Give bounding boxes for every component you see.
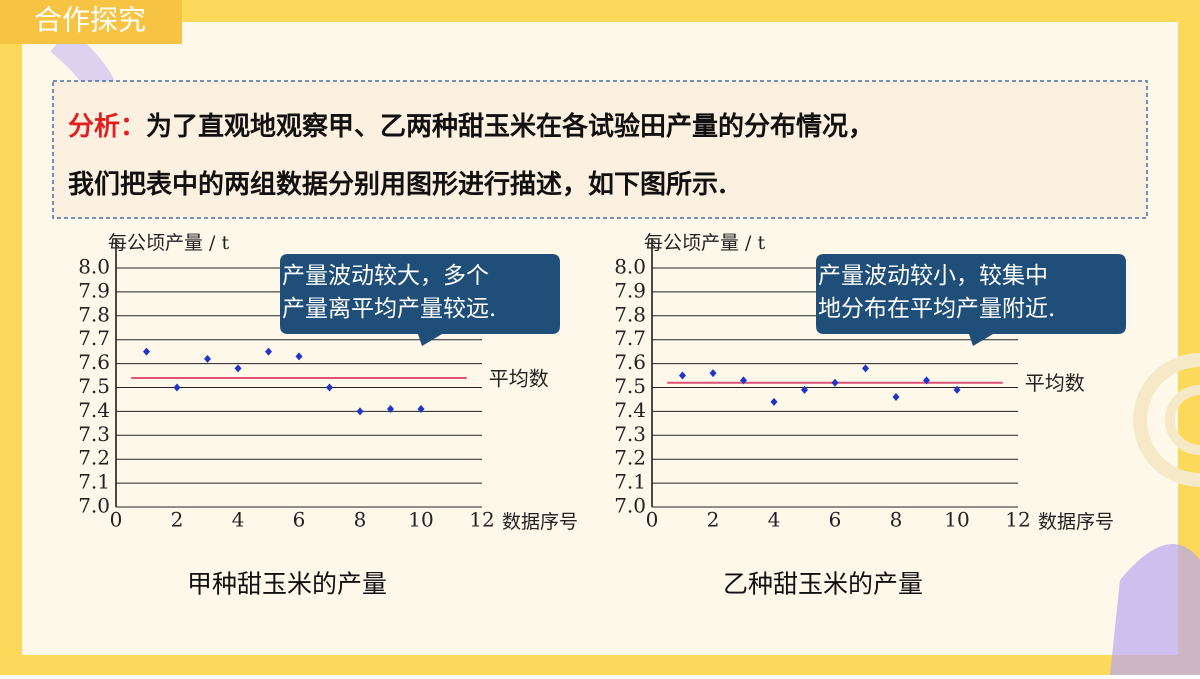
callout-text: 产量波动较小，较集中 xyxy=(818,263,1048,289)
point xyxy=(740,376,747,385)
y-tick-label: 7.2 xyxy=(614,446,646,470)
y-tick-label: 8.0 xyxy=(78,255,110,279)
x-tick-label: 10 xyxy=(944,508,969,532)
decoration xyxy=(1165,385,1200,455)
point xyxy=(801,385,808,394)
y-tick-label: 7.6 xyxy=(78,350,110,374)
chart-title: 甲种甜玉米的产量 xyxy=(187,570,387,599)
y-tick-label: 7.8 xyxy=(78,302,110,326)
y-tick-label: 7.1 xyxy=(614,470,646,494)
y-tick-label: 7.4 xyxy=(78,398,110,422)
y-tick-label: 7.9 xyxy=(614,278,646,302)
point xyxy=(295,352,303,361)
x-axis-label: 数据序号 xyxy=(502,511,578,533)
y-tick-label: 7.4 xyxy=(614,398,646,422)
x-tick-label: 2 xyxy=(707,508,720,532)
chart-title: 乙种甜玉米的产量 xyxy=(723,570,923,599)
x-tick-label: 8 xyxy=(890,508,903,532)
point xyxy=(953,385,961,394)
callout xyxy=(272,254,560,346)
point xyxy=(862,364,869,373)
x-axis-label: 数据序号 xyxy=(1038,511,1114,533)
y-axis-label: 每公顷产量 / t xyxy=(644,232,765,254)
analysis-label: 分析： xyxy=(68,112,146,142)
callout-text: 产量波动较大，多个 xyxy=(282,263,489,289)
point xyxy=(356,407,364,416)
y-tick-label: 7.1 xyxy=(78,470,110,494)
point xyxy=(143,347,150,356)
header-title: 合作探究 xyxy=(34,4,146,37)
analysis-line: 我们把表中的两组数据分别用图形进行描述，如下图所示. xyxy=(68,169,727,200)
point xyxy=(417,405,425,414)
x-tick-label: 8 xyxy=(354,508,367,532)
callout-text: 地分布在平均产量附近. xyxy=(818,296,1055,322)
x-tick-label: 10 xyxy=(408,508,433,532)
decoration xyxy=(1110,544,1200,675)
mean-label: 平均数 xyxy=(489,366,549,390)
y-tick-label: 7.7 xyxy=(78,326,110,350)
y-tick-label: 7.2 xyxy=(78,446,110,470)
analysis-box xyxy=(52,80,1148,219)
y-tick-label: 7.3 xyxy=(614,422,646,446)
x-tick-label: 6 xyxy=(829,508,842,532)
decoration xyxy=(1133,353,1200,487)
point xyxy=(679,371,686,380)
x-tick-label: 0 xyxy=(646,508,659,532)
x-tick-label: 6 xyxy=(293,508,306,532)
x-tick-label: 4 xyxy=(232,508,245,532)
y-tick-label: 7.5 xyxy=(78,374,110,398)
y-tick-label: 7.5 xyxy=(614,374,646,398)
point xyxy=(770,397,778,406)
y-tick-label: 7.9 xyxy=(78,278,110,302)
y-tick-label: 8.0 xyxy=(614,255,646,279)
point xyxy=(265,347,272,356)
y-tick-label: 7.3 xyxy=(78,422,110,446)
y-tick-label: 7.7 xyxy=(614,326,646,350)
y-tick-label: 7.0 xyxy=(614,494,646,518)
x-tick-label: 4 xyxy=(768,508,781,532)
y-tick-label: 7.8 xyxy=(614,302,646,326)
point xyxy=(387,405,394,414)
y-tick-label: 7.6 xyxy=(614,350,646,374)
mean-label: 平均数 xyxy=(1025,371,1085,395)
point xyxy=(234,364,242,373)
y-axis-label: 每公顷产量 / t xyxy=(108,232,229,254)
x-tick-label: 12 xyxy=(469,508,494,532)
callout xyxy=(808,254,1126,346)
point xyxy=(923,376,930,385)
x-tick-label: 12 xyxy=(1005,508,1030,532)
point xyxy=(709,369,717,378)
point xyxy=(892,393,900,402)
header-tag xyxy=(0,0,182,44)
y-tick-label: 7.0 xyxy=(78,494,110,518)
point xyxy=(173,383,181,392)
x-tick-label: 2 xyxy=(171,508,184,532)
x-tick-label: 0 xyxy=(110,508,123,532)
point xyxy=(204,354,211,363)
callout-text: 产量离平均产量较远. xyxy=(282,296,496,322)
point xyxy=(831,378,839,387)
analysis-line: 为了直观地观察甲、乙两种甜玉米在各试验田产量的分布情况， xyxy=(146,111,874,142)
point xyxy=(326,383,333,392)
analysis-text: 分析：为了直观地观察甲、乙两种甜玉米在各试验田产量的分布情况， xyxy=(68,111,874,142)
